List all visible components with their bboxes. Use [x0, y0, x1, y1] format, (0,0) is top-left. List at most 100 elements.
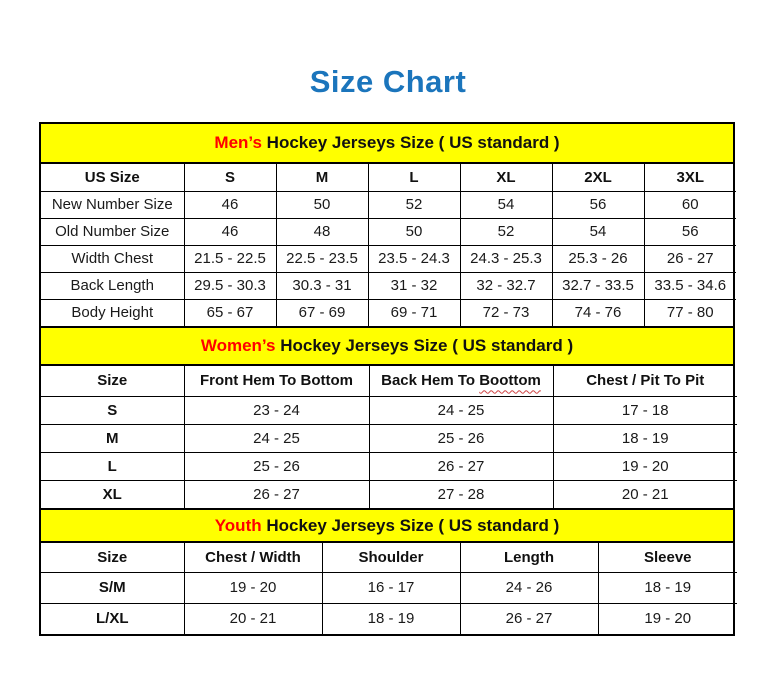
column-header: Size [40, 542, 185, 573]
row-label: Body Height [40, 298, 185, 327]
row-label: Back Length [40, 271, 185, 300]
row-label: M [40, 423, 185, 453]
cell: 26 - 27 [368, 451, 554, 481]
cell: 74 - 76 [551, 298, 645, 327]
cell: 77 - 80 [643, 298, 737, 327]
table-row: Back Length 29.5 - 30.3 30.3 - 31 31 - 3… [40, 271, 737, 300]
cell: 31 - 32 [367, 271, 461, 300]
table-row: Old Number Size 46 48 50 52 54 56 [40, 217, 737, 246]
cell: 50 [367, 217, 461, 246]
column-header: M [275, 163, 369, 192]
row-label: L [40, 451, 185, 481]
column-header: Sleeve [597, 542, 738, 573]
cell: 25 - 26 [368, 423, 554, 453]
cell: 19 - 20 [183, 571, 323, 604]
men-size-table: US Size S M L XL 2XL 3XL New Number Size… [40, 163, 737, 327]
cell: 18 - 19 [552, 423, 738, 453]
cell: 17 - 18 [552, 395, 738, 425]
row-label: Old Number Size [40, 217, 185, 246]
table-row: S/M 19 - 20 16 - 17 24 - 26 18 - 19 [40, 571, 738, 604]
table-row: L/XL 20 - 21 18 - 19 26 - 27 19 - 20 [40, 602, 738, 635]
row-label: S/M [40, 571, 185, 604]
cell: 20 - 21 [552, 479, 738, 509]
table-header-row: US Size S M L XL 2XL 3XL [40, 163, 737, 192]
cell: 21.5 - 22.5 [183, 244, 277, 273]
column-header: Length [459, 542, 599, 573]
cell: 56 [643, 217, 737, 246]
column-header: US Size [40, 163, 185, 192]
section-band-women: Women’s Hockey Jerseys Size ( US standar… [41, 326, 733, 366]
cell: 46 [183, 217, 277, 246]
column-header: S [183, 163, 277, 192]
cell: 16 - 17 [321, 571, 461, 604]
row-label: XL [40, 479, 185, 509]
cell: 22.5 - 23.5 [275, 244, 369, 273]
cell: 30.3 - 31 [275, 271, 369, 300]
cell: 69 - 71 [367, 298, 461, 327]
cell: 26 - 27 [643, 244, 737, 273]
section-band-youth: Youth Hockey Jerseys Size ( US standard … [41, 508, 733, 543]
section-title-rest: Hockey Jerseys Size ( US standard ) [261, 515, 560, 535]
cell: 32 - 32.7 [459, 271, 553, 300]
column-header: L [367, 163, 461, 192]
cell: 23.5 - 24.3 [367, 244, 461, 273]
row-label: L/XL [40, 602, 185, 635]
section-title-accent: Women’s [200, 336, 276, 355]
cell: 48 [275, 217, 369, 246]
table-header-row: Size Chest / Width Shoulder Length Sleev… [40, 542, 738, 573]
section-title-rest: Hockey Jerseys Size ( US standard ) [275, 336, 574, 355]
column-header: Chest / Pit To Pit [552, 365, 738, 397]
cell: 29.5 - 30.3 [183, 271, 277, 300]
column-header-misspelled: Back Hem To Boottom [368, 365, 554, 397]
cell: 72 - 73 [459, 298, 553, 327]
column-header: Size [40, 365, 185, 397]
spellcheck-underlined-word: Boottom [479, 372, 541, 390]
cell: 54 [459, 190, 553, 219]
women-size-table: Size Front Hem To Bottom Back Hem To Boo… [40, 365, 738, 509]
table-row: M 24 - 25 25 - 26 18 - 19 [40, 423, 738, 453]
cell: 33.5 - 34.6 [643, 271, 737, 300]
cell: 26 - 27 [183, 479, 370, 509]
table-row: Body Height 65 - 67 67 - 69 69 - 71 72 -… [40, 298, 737, 327]
column-header: 3XL [643, 163, 737, 192]
cell: 54 [551, 217, 645, 246]
cell: 24 - 25 [183, 423, 370, 453]
cell: 52 [367, 190, 461, 219]
cell: 26 - 27 [459, 602, 599, 635]
column-header: Front Hem To Bottom [183, 365, 370, 397]
cell: 19 - 20 [597, 602, 738, 635]
cell: 25 - 26 [183, 451, 370, 481]
section-title-rest: Hockey Jerseys Size ( US standard ) [261, 133, 560, 152]
column-header: XL [459, 163, 553, 192]
size-chart-table: Men’s Hockey Jerseys Size ( US standard … [39, 122, 738, 636]
table-row: XL 26 - 27 27 - 28 20 - 21 [40, 479, 738, 509]
table-row: S 23 - 24 24 - 25 17 - 18 [40, 395, 738, 425]
cell: 46 [183, 190, 277, 219]
column-header: Shoulder [321, 542, 461, 573]
youth-size-table: Size Chest / Width Shoulder Length Sleev… [40, 542, 738, 635]
column-header: 2XL [551, 163, 645, 192]
cell: 18 - 19 [321, 602, 461, 635]
cell: 23 - 24 [183, 395, 370, 425]
row-label: New Number Size [40, 190, 185, 219]
section-title-accent: Youth [214, 515, 262, 535]
table-row: Width Chest 21.5 - 22.5 22.5 - 23.5 23.5… [40, 244, 737, 273]
cell: 19 - 20 [552, 451, 738, 481]
cell: 24 - 25 [368, 395, 554, 425]
cell: 67 - 69 [275, 298, 369, 327]
column-header: Chest / Width [183, 542, 323, 573]
cell: 24 - 26 [459, 571, 599, 604]
cell: 60 [643, 190, 737, 219]
column-header-text: Back Hem To [381, 372, 480, 390]
cell: 56 [551, 190, 645, 219]
section-title-accent: Men’s [214, 133, 262, 152]
cell: 20 - 21 [183, 602, 323, 635]
section-band-men: Men’s Hockey Jerseys Size ( US standard … [41, 124, 733, 164]
cell: 27 - 28 [368, 479, 554, 509]
row-label: Width Chest [40, 244, 185, 273]
cell: 52 [459, 217, 553, 246]
cell: 24.3 - 25.3 [459, 244, 553, 273]
cell: 50 [275, 190, 369, 219]
table-row: New Number Size 46 50 52 54 56 60 [40, 190, 737, 219]
